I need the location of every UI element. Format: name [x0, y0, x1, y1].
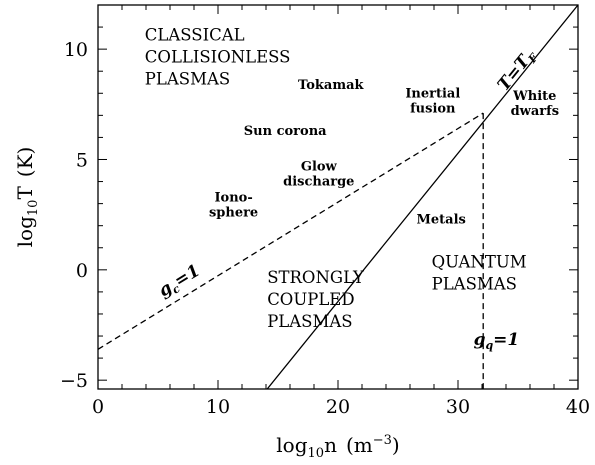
x-axis-label: log10n (m−3)	[276, 433, 399, 461]
x-tick-label: 20	[326, 396, 350, 418]
annotation-label: Inertial fusion	[405, 87, 460, 117]
y-tick-label: 5	[76, 149, 88, 171]
series-layer	[98, 5, 578, 389]
annotation-label: White dwarfs	[511, 89, 559, 119]
region-label: CLASSICAL COLLISIONLESS PLASMAS	[145, 25, 291, 88]
y-tick-label: 0	[76, 260, 88, 282]
line-label: gq=1	[474, 330, 520, 352]
x-tick-label: 40	[566, 396, 590, 418]
x-tick-label: 30	[446, 396, 470, 418]
line-label: gc=1	[155, 261, 205, 303]
x-tick-label: 10	[206, 396, 230, 418]
y-axis-label: log10T(K)	[13, 147, 41, 248]
annotation-label: Glow discharge	[283, 160, 354, 190]
region-label: QUANTUM PLASMAS	[432, 253, 527, 294]
series-line-2	[98, 112, 484, 350]
chart-labels: CLASSICAL COLLISIONLESS PLASMAS STRONGLY COU…	[145, 25, 559, 352]
series-line-1	[266, 5, 578, 389]
x-tick-label: 0	[92, 396, 104, 418]
y-tick-label: −5	[60, 370, 88, 392]
annotation-label: Sun corona	[244, 124, 327, 139]
region-label: STRONGLY COUPLED PLASMAS	[267, 268, 365, 331]
annotation-label: Iono-sphere	[209, 190, 258, 220]
y-tick-label: 10	[64, 39, 88, 61]
annotation-label: Tokamak	[298, 78, 364, 93]
annotation-label: Metals	[417, 212, 466, 227]
